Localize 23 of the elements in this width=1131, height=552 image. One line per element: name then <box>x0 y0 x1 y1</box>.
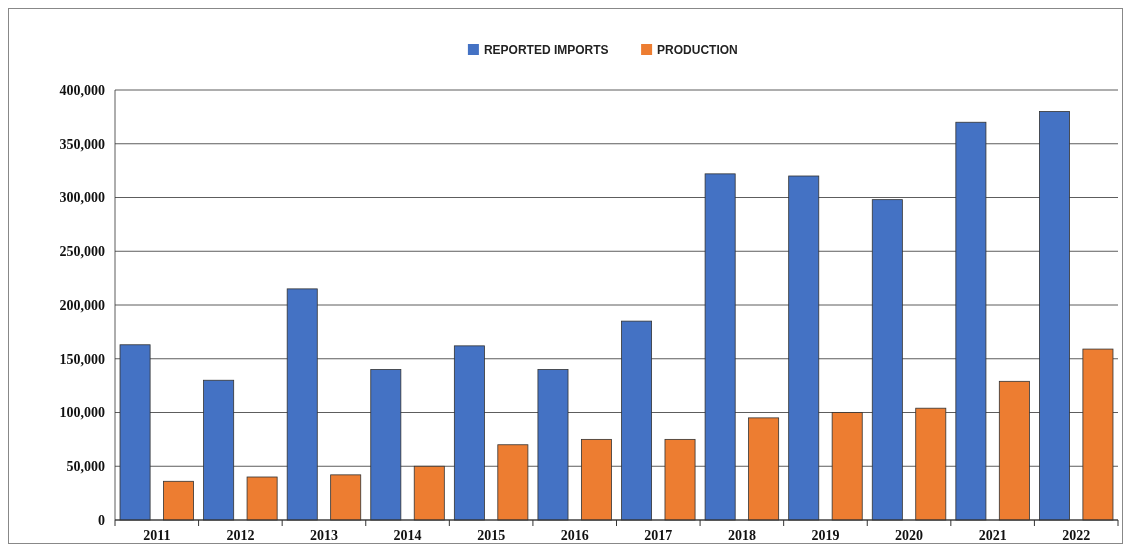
legend-label: REPORTED IMPORTS <box>483 43 609 57</box>
x-tick-label: 2019 <box>811 528 840 543</box>
x-tick-label: 2022 <box>1062 528 1091 543</box>
y-tick-label: 0 <box>98 512 105 528</box>
legend-label: PRODUCTION <box>657 43 738 57</box>
y-tick-label: 300,000 <box>59 190 105 206</box>
x-tick-label: 2016 <box>560 528 589 543</box>
x-tick-label: 2021 <box>978 528 1007 543</box>
y-tick-label: 350,000 <box>59 136 105 152</box>
y-tick-label: 200,000 <box>59 297 105 313</box>
y-tick-label: 50,000 <box>66 459 105 475</box>
x-tick-label: 2012 <box>226 528 255 543</box>
x-tick-label: 2013 <box>309 528 338 543</box>
y-tick-label: 400,000 <box>59 82 105 98</box>
x-tick-label: 2011 <box>143 528 171 543</box>
y-tick-label: 150,000 <box>59 351 105 367</box>
x-tick-label: 2014 <box>393 528 422 543</box>
x-tick-label: 2015 <box>477 528 506 543</box>
x-tick-label: 2018 <box>727 528 756 543</box>
x-tick-label: 2017 <box>644 528 673 543</box>
y-tick-label: 250,000 <box>59 244 105 260</box>
y-tick-label: 100,000 <box>59 405 105 421</box>
x-tick-label: 2020 <box>895 528 924 543</box>
